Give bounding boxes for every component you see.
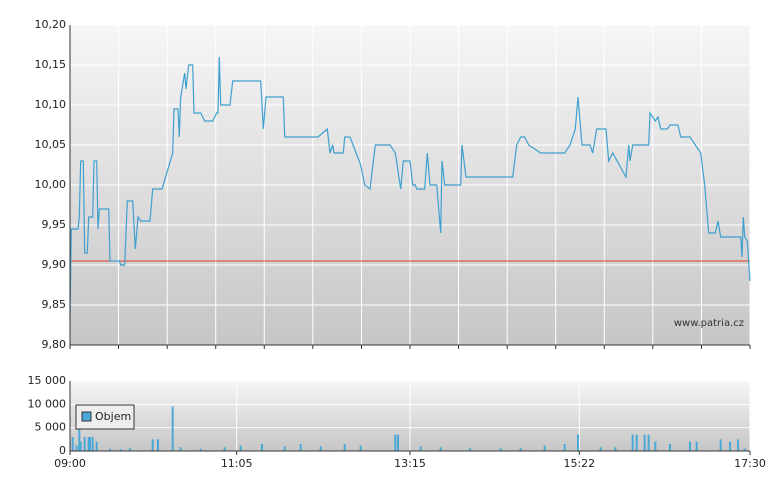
volume-bar bbox=[179, 447, 182, 451]
volume-bar bbox=[743, 448, 746, 451]
volume-bar bbox=[239, 445, 242, 451]
volume-bar bbox=[151, 439, 154, 451]
y-tick-label: 15 000 bbox=[28, 374, 67, 387]
volume-bar bbox=[397, 434, 399, 451]
volume-bar bbox=[157, 439, 159, 451]
volume-bar bbox=[343, 444, 346, 451]
volume-bar bbox=[223, 447, 226, 451]
y-tick-label: 0 bbox=[59, 444, 66, 457]
volume-bar bbox=[394, 434, 397, 451]
volume-bar bbox=[91, 437, 94, 451]
volume-bar bbox=[71, 437, 74, 451]
volume-bar bbox=[689, 441, 691, 451]
volume-bar bbox=[75, 445, 78, 451]
x-tick-label: 17:30 bbox=[734, 457, 766, 470]
volume-bar bbox=[87, 437, 90, 451]
volume-bar bbox=[643, 434, 646, 451]
volume-bar bbox=[631, 434, 634, 451]
volume-bar bbox=[119, 449, 122, 451]
volume-bar bbox=[719, 439, 722, 451]
y-tick-label: 9,95 bbox=[42, 218, 67, 231]
volume-bar bbox=[359, 445, 362, 451]
y-tick-label: 10,15 bbox=[35, 58, 67, 71]
legend-swatch bbox=[81, 411, 92, 422]
x-tick-label: 11:05 bbox=[221, 457, 253, 470]
volume-bar bbox=[695, 441, 698, 451]
volume-bar bbox=[129, 448, 131, 451]
volume-bar bbox=[577, 434, 579, 451]
x-tick-label: 15:22 bbox=[563, 457, 595, 470]
y-tick-label: 9,80 bbox=[42, 338, 67, 351]
volume-bar bbox=[109, 448, 111, 451]
volume-bar bbox=[299, 444, 302, 451]
volume-bar bbox=[635, 434, 638, 451]
volume-bar bbox=[669, 444, 671, 451]
volume-bar bbox=[654, 441, 657, 451]
volume-bar bbox=[469, 448, 471, 451]
volume-bar bbox=[519, 448, 522, 451]
volume-bar bbox=[729, 441, 731, 451]
y-tick-label: 5 000 bbox=[35, 421, 67, 434]
x-tick-label: 13:15 bbox=[394, 457, 426, 470]
volume-bar bbox=[283, 446, 286, 451]
volume-bar bbox=[439, 447, 442, 451]
volume-bar bbox=[89, 437, 91, 451]
volume-bar bbox=[419, 446, 422, 451]
x-tick-label: 09:00 bbox=[54, 457, 86, 470]
volume-bar bbox=[319, 446, 322, 451]
y-tick-label: 10,00 bbox=[35, 178, 67, 191]
y-tick-label: 10,20 bbox=[35, 18, 67, 31]
y-tick-label: 10 000 bbox=[28, 397, 67, 410]
volume-bar bbox=[199, 448, 202, 451]
volume-bar bbox=[95, 441, 98, 451]
volume-bar bbox=[261, 444, 263, 451]
volume-bar bbox=[647, 434, 650, 451]
volume-bar bbox=[499, 448, 502, 451]
y-tick-label: 10,10 bbox=[35, 98, 67, 111]
volume-bar bbox=[737, 439, 739, 451]
watermark: www.patria.cz bbox=[674, 318, 744, 329]
y-tick-label: 9,85 bbox=[42, 298, 67, 311]
y-tick-label: 9,90 bbox=[42, 258, 67, 271]
volume-bar bbox=[543, 445, 546, 451]
volume-bar bbox=[171, 406, 174, 451]
volume-bar bbox=[83, 437, 86, 451]
y-tick-label: 10,05 bbox=[35, 138, 67, 151]
price-line bbox=[69, 56, 751, 318]
volume-bar bbox=[79, 441, 82, 451]
volume-bar bbox=[599, 447, 602, 451]
volume-bar bbox=[614, 447, 617, 451]
volume-bar bbox=[563, 444, 566, 451]
legend-label: Objem bbox=[95, 410, 131, 423]
